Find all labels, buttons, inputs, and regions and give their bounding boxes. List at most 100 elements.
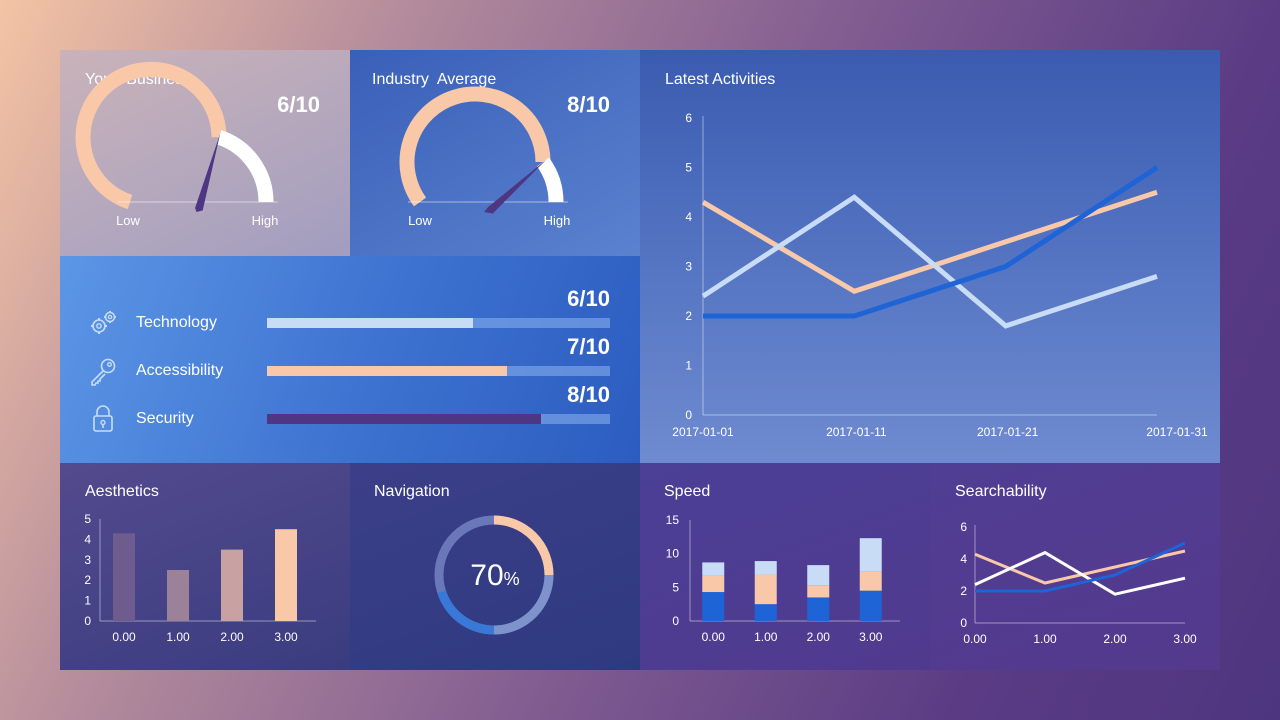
key-icon <box>91 358 116 386</box>
your-business-gauge-value-arc <box>75 61 227 210</box>
security-bar-track <box>267 414 610 424</box>
accessibility-bar-track <box>267 366 610 376</box>
industry-average-panel: Industry Average 8/10 Low High <box>350 50 640 256</box>
accessibility-bar-fill <box>267 366 508 376</box>
activities-x-tick-label: 2017-01-31 <box>1146 425 1208 439</box>
searchability-x-tick-label: 3.00 <box>1173 632 1197 646</box>
navigation-donut-segment-peach <box>434 515 554 635</box>
speed-x-tick-label: 0.00 <box>702 630 726 644</box>
industry-average-title: Industry Average <box>372 71 497 88</box>
technology-score: 6/10 <box>567 286 610 311</box>
aesthetics-y-tick-label: 1 <box>84 594 91 608</box>
searchability-x-tick-label: 0.00 <box>963 632 987 646</box>
aesthetics-x-tick-label: 0.00 <box>112 630 136 644</box>
speed-bar-segment-2 <box>859 571 882 591</box>
gears-icon <box>91 311 116 334</box>
aesthetics-y-tick-label: 4 <box>84 532 91 546</box>
latest-activities-panel: Latest Activities 0 1 2 3 4 5 6 2017-01-01 2017-… <box>640 50 1220 463</box>
latest-activities-title: Latest Activities <box>665 71 776 88</box>
speed-title: Speed <box>664 483 711 500</box>
security-bar-fill <box>267 414 542 424</box>
speed-bar-segment-1 <box>807 597 830 621</box>
industry-average-score: 8/10 <box>567 92 610 117</box>
technology-label: Technology <box>136 314 217 331</box>
searchability-title: Searchability <box>955 483 1047 500</box>
speed-x-tick-label: 2.00 <box>807 630 831 644</box>
industry-average-gauge-needle <box>484 159 547 214</box>
navigation-unit: % <box>503 569 520 589</box>
industry-average-gauge-remaining-arc <box>536 157 564 203</box>
speed-bar-segment-3 <box>754 561 777 575</box>
activities-x-tick-label: 2017-01-21 <box>977 425 1039 439</box>
aesthetics-chart: 0 1 2 3 4 5 0.00 1.00 2.00 3.00 <box>84 512 316 644</box>
speed-bar-segment-1 <box>754 604 777 621</box>
navigation-value: 70 <box>470 559 504 592</box>
navigation-donut-segment-mid <box>434 515 554 635</box>
searchability-series-3-line <box>975 541 1186 593</box>
aesthetics-y-tick-label: 2 <box>84 573 91 587</box>
searchability-y-tick-label: 6 <box>960 520 967 534</box>
aesthetics-title: Aesthetics <box>85 483 159 500</box>
aesthetics-y-tick-label: 0 <box>84 614 91 628</box>
aesthetics-bar <box>275 529 297 621</box>
industry-average-gauge-value-arc <box>399 86 551 207</box>
padlock-icon <box>93 405 113 432</box>
searchability-chart: 0 2 4 6 0.00 1.00 2.00 3.00 <box>960 520 1197 646</box>
gauge-high-label: High <box>544 213 571 228</box>
aesthetics-x-tick-label: 1.00 <box>166 630 190 644</box>
speed-y-tick-label: 10 <box>666 547 680 561</box>
speed-bar-segment-2 <box>754 574 777 605</box>
speed-bar-segment-1 <box>859 590 882 621</box>
industry-average-gauge: Low High <box>399 86 571 228</box>
searchability-panel: Searchability 0 2 4 6 0.00 1.00 2.00 3.00 <box>930 463 1220 670</box>
activities-y-tick-label: 5 <box>685 161 692 175</box>
speed-bar-segment-3 <box>807 565 830 586</box>
aesthetics-bar <box>221 549 243 621</box>
security-score: 8/10 <box>567 382 610 407</box>
searchability-series-2-line <box>974 550 1186 596</box>
activities-y-tick-label: 3 <box>685 260 692 274</box>
activities-y-tick-label: 4 <box>685 210 692 224</box>
searchability-x-tick-label: 2.00 <box>1103 632 1127 646</box>
activities-y-tick-label: 0 <box>685 408 692 422</box>
your-business-gauge-needle <box>195 133 221 212</box>
activities-x-tick-label: 2017-01-11 <box>826 425 887 439</box>
gauge-low-label: Low <box>408 213 432 228</box>
your-business-gauge-remaining-arc <box>216 130 274 203</box>
navigation-donut <box>434 515 554 635</box>
aesthetics-panel: Aesthetics 0 1 2 3 4 5 0.00 1.00 2.00 3.00 <box>60 463 350 670</box>
speed-y-tick-label: 0 <box>672 614 679 628</box>
your-business-gauge: Low High <box>75 61 278 228</box>
your-business-panel: Your Business 6/10 Low High <box>60 50 350 256</box>
accessibility-label: Accessibility <box>136 362 224 379</box>
activities-series-2-line <box>701 194 1158 329</box>
aesthetics-bar <box>167 570 189 621</box>
speed-bar-segment-2 <box>807 585 830 598</box>
activities-series-1-line <box>701 189 1158 295</box>
activities-y-tick-label: 6 <box>685 111 692 125</box>
your-business-score: 6/10 <box>277 92 320 117</box>
security-label: Security <box>136 410 194 427</box>
speed-bar-segment-2 <box>702 575 725 593</box>
activities-y-tick-label: 1 <box>685 359 692 373</box>
activities-x-tick-label: 2017-01-01 <box>672 425 734 439</box>
latest-activities-chart: 0 1 2 3 4 5 6 2017-01-01 2017-01-11 2017-01-21 201… <box>672 111 1208 439</box>
navigation-panel: Navigation 70% <box>350 463 640 670</box>
aesthetics-x-tick-label: 3.00 <box>274 630 298 644</box>
searchability-y-tick-label: 4 <box>960 552 967 566</box>
speed-chart: 0 5 10 15 0.00 1.00 2.00 3.00 <box>666 513 900 644</box>
speed-bar-segment-1 <box>702 592 725 621</box>
speed-panel: Speed 0 5 10 15 0.00 1.00 2.00 3.00 <box>640 463 930 670</box>
gauge-low-label: Low <box>116 213 140 228</box>
searchability-x-tick-label: 1.00 <box>1033 632 1057 646</box>
speed-bar-segment-3 <box>702 562 725 576</box>
activities-y-tick-label: 2 <box>685 309 692 323</box>
speed-y-tick-label: 15 <box>666 513 680 527</box>
aesthetics-y-tick-label: 3 <box>84 553 91 567</box>
aesthetics-bar <box>113 533 135 621</box>
aesthetics-y-tick-label: 5 <box>84 512 91 526</box>
speed-bar-segment-3 <box>859 538 882 572</box>
navigation-percent: 70% <box>350 559 640 593</box>
navigation-title: Navigation <box>374 483 450 500</box>
aesthetics-x-tick-label: 2.00 <box>220 630 244 644</box>
